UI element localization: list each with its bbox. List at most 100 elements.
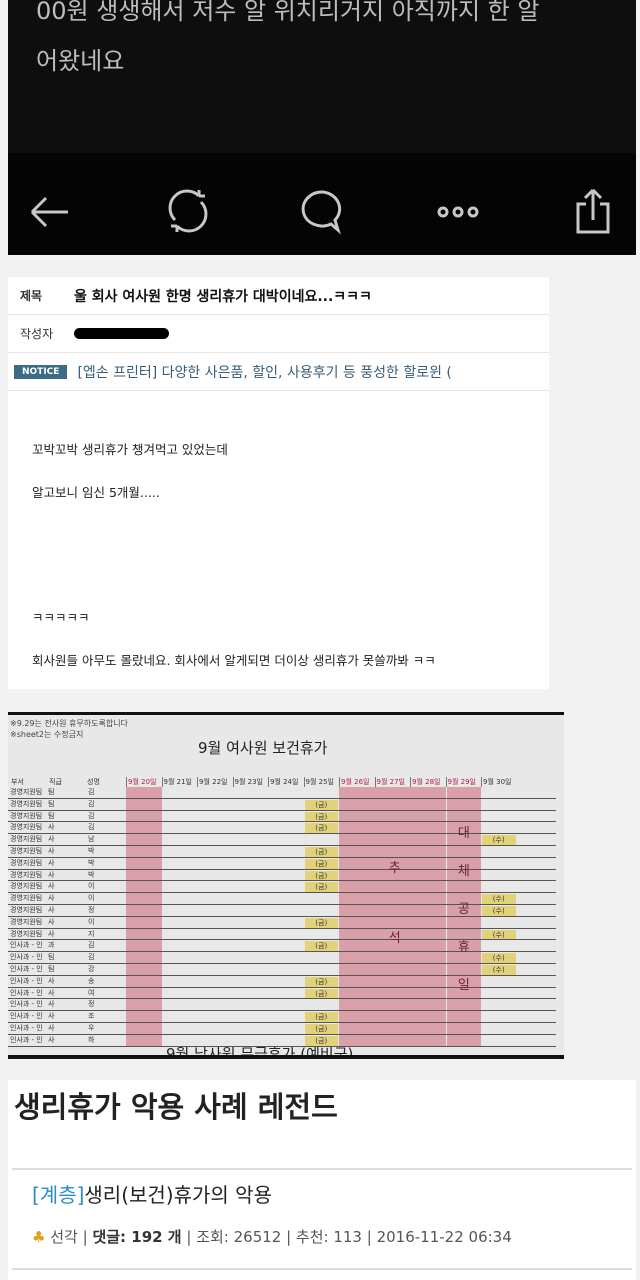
table-row	[8, 846, 556, 858]
notice-badge: NOTICE	[14, 364, 68, 379]
leave-mark-fri: (금)	[304, 1024, 338, 1034]
name-cell: 김	[88, 941, 95, 950]
holiday-label: 일	[457, 978, 470, 993]
body-line: ㅋㅋㅋㅋㅋ	[32, 610, 90, 625]
rank-cell: 팀	[48, 811, 55, 820]
notice-row[interactable]: NOTICE [엡손 프린터] 다양한 사은품, 할인, 사용후기 등 풍성한 할…	[8, 353, 549, 391]
post-view: 제목 울 회사 여사원 한명 생리휴가 대박이네요...ㅋㅋㅋ 작성자 NOTIC…	[8, 277, 549, 689]
dept-cell: 경영지원팀	[10, 882, 43, 891]
title-text: 생리(보건)휴가의 악용	[84, 1183, 272, 1207]
leave-mark-wed: (수)	[482, 906, 516, 916]
share-icon[interactable]	[568, 186, 618, 236]
name-cell: 김	[88, 799, 95, 808]
article-title[interactable]: [계층]생리(보건)휴가의 악용	[32, 1179, 272, 1208]
table-row	[8, 917, 556, 929]
rank-cell: 사	[48, 1035, 55, 1044]
spreadsheet-image: ※9.29는 전사원 휴무하도록합니다 ※sheet2는 수정금지 9월 여사원…	[8, 712, 564, 1059]
leave-mark-fri: (금)	[304, 882, 338, 893]
comment-icon[interactable]	[298, 186, 348, 236]
body-line: 꼬박꼬박 생리휴가 챙겨먹고 있었는데	[32, 442, 228, 457]
column-header: 부서	[11, 778, 24, 786]
name-cell: 조	[88, 1012, 95, 1021]
name-cell: 하	[88, 1035, 95, 1044]
view-count: 조회: 26512	[196, 1228, 282, 1246]
rank-cell: 사	[48, 976, 55, 985]
rank-cell: 사	[48, 894, 55, 903]
rank-cell: 사	[48, 988, 55, 997]
table-row	[8, 999, 556, 1012]
holiday-label: 휴	[457, 940, 470, 955]
rank-cell: 사	[48, 1000, 55, 1009]
caption-line: 00원 생생해서 저수 알 위치리거지 아직까지 한 알	[36, 0, 540, 25]
rank-cell: 사	[48, 1024, 55, 1032]
rank-cell: 사	[48, 858, 55, 867]
comment-count: 댓글: 192 개	[92, 1228, 182, 1246]
leave-mark-fri: (금)	[304, 1035, 338, 1046]
refresh-icon[interactable]	[163, 186, 213, 236]
leave-mark-fri: (금)	[304, 823, 338, 834]
leave-mark-wed: (수)	[482, 953, 516, 963]
table-row	[8, 952, 556, 964]
date-header: 9월 30일	[481, 777, 512, 787]
date-header: 9월 24일	[268, 777, 299, 787]
table-row	[8, 858, 556, 870]
date-header: 9월 25일	[303, 777, 334, 787]
leave-mark-fri: (금)	[304, 976, 338, 987]
table-row	[8, 940, 556, 953]
dept-cell: 경영지원팀	[10, 788, 43, 796]
dept-cell: 인사과 - 인	[10, 941, 43, 950]
leave-mark-wed: (수)	[482, 965, 516, 975]
rank-cell: 사	[48, 1012, 55, 1021]
dept-cell: 인사과 - 인	[10, 1035, 43, 1044]
table-row	[8, 811, 556, 823]
notice-link[interactable]: [엡손 프린터] 다양한 사은품, 할인, 사용후기 등 풍성한 할로윈 (	[77, 364, 452, 381]
more-icon[interactable]	[433, 186, 483, 236]
dept-cell: 인사과 - 인	[10, 1000, 43, 1009]
back-arrow-icon[interactable]	[28, 186, 78, 236]
user-icon: ♣	[32, 1228, 46, 1246]
dept-cell: 경영지원팀	[10, 847, 43, 855]
holiday-block	[446, 787, 481, 1047]
divider	[12, 1268, 632, 1270]
name-cell: 강	[88, 965, 95, 973]
leave-mark-fri: (금)	[304, 941, 338, 952]
name-cell: 김	[88, 788, 95, 796]
name-cell: 이	[88, 894, 95, 903]
name-cell: 박	[88, 870, 95, 879]
rank-cell: 사	[48, 847, 55, 855]
rank-cell: 사	[48, 835, 55, 844]
date-header: 9월 22일	[197, 777, 228, 787]
dept-cell: 경영지원팀	[10, 917, 43, 926]
article-heading: 생리휴가 악용 사례 레전드	[14, 1090, 338, 1124]
table-row	[8, 988, 556, 1000]
dept-cell: 경영지원팀	[10, 811, 43, 820]
name-cell: 남	[88, 835, 95, 844]
holiday-label: 공	[457, 902, 470, 917]
leave-mark-wed: (수)	[482, 894, 516, 904]
name-cell: 정	[88, 906, 95, 914]
author: 선각	[50, 1228, 78, 1246]
article-screenshot: 생리휴가 악용 사례 레전드 [계층]생리(보건)휴가의 악용 ♣ 선각 | 댓…	[8, 1080, 636, 1280]
table-row	[8, 893, 556, 905]
table-row	[8, 834, 556, 846]
holiday-label: 대	[457, 826, 470, 841]
date-header: 9월 21일	[161, 777, 192, 787]
leave-mark-fri: (금)	[304, 811, 338, 822]
date-header: 9월 26일	[339, 777, 370, 787]
author-row: 작성자	[8, 315, 549, 353]
caption-line: 어왔네요	[36, 47, 125, 75]
leave-mark-fri: (금)	[304, 847, 338, 857]
dept-cell: 인사과 - 인	[10, 1024, 43, 1032]
table-row	[8, 1023, 556, 1035]
name-cell: 송	[88, 976, 95, 985]
table-row	[8, 905, 556, 917]
post-date: 2016-11-22 06:34	[376, 1228, 512, 1246]
sheet-note: ※sheet2는 수정금지	[10, 730, 84, 739]
rank-cell: 팀	[48, 788, 55, 796]
subject-row: 제목 울 회사 여사원 한명 생리휴가 대박이네요...ㅋㅋㅋ	[8, 277, 549, 315]
name-cell: 이	[88, 882, 95, 891]
highlight-column	[126, 787, 162, 1047]
dept-cell: 경영지원팀	[10, 906, 43, 914]
